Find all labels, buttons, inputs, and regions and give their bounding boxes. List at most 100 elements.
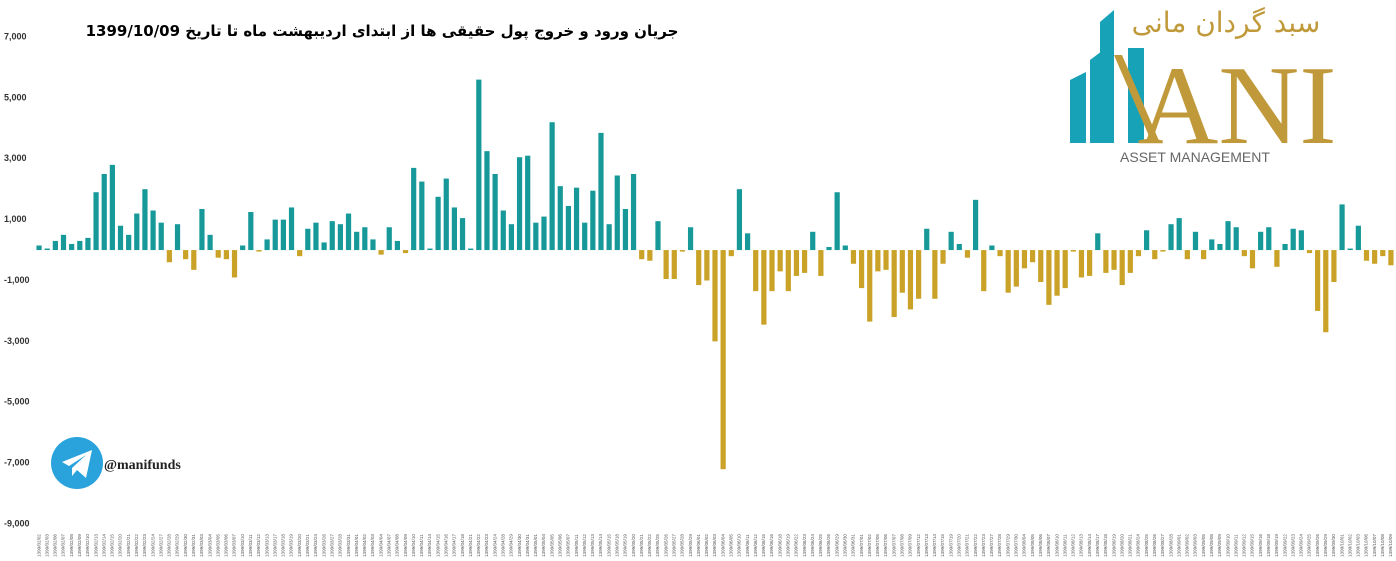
x-tick-label: 1399/05/21 bbox=[639, 534, 644, 557]
x-tick-label: 1399/02/09 bbox=[77, 534, 82, 557]
bar bbox=[60, 234, 67, 251]
bar bbox=[728, 250, 734, 257]
x-tick-label: 1399/06/11 bbox=[745, 534, 750, 557]
logo-stroke bbox=[1114, 55, 1160, 143]
x-tick-label: 1399/07/20 bbox=[957, 534, 962, 557]
x-tick-label: 1399/09/11 bbox=[1233, 534, 1238, 557]
bar bbox=[997, 250, 1003, 257]
bar bbox=[1152, 250, 1158, 260]
bar bbox=[362, 227, 368, 251]
x-tick-label: 1399/07/13 bbox=[924, 534, 929, 557]
x-tick-label: 1399/04/24 bbox=[492, 534, 497, 557]
x-tick-label: 1399/08/07 bbox=[1046, 534, 1051, 557]
bar bbox=[907, 250, 914, 310]
bar bbox=[696, 250, 702, 286]
bar bbox=[598, 132, 604, 251]
bar bbox=[248, 212, 254, 251]
x-tick-label: 1399/07/01 bbox=[859, 534, 864, 557]
x-tick-label: 1399/05/20 bbox=[631, 534, 636, 557]
x-tick-label: 1399/07/07 bbox=[891, 534, 896, 557]
bar bbox=[1241, 250, 1247, 257]
bar bbox=[875, 250, 881, 272]
x-tick-label: 1399/07/30 bbox=[1014, 534, 1019, 557]
x-tick-label: 1399/08/06 bbox=[1038, 534, 1043, 557]
bar bbox=[1298, 230, 1304, 251]
y-tick-label: -5,000 bbox=[4, 397, 30, 407]
bar bbox=[427, 248, 433, 251]
x-tick-label: 1399/05/28 bbox=[680, 534, 685, 557]
bar bbox=[614, 175, 620, 251]
logo-bar bbox=[1070, 72, 1086, 143]
x-tick-label: 1399/06/01 bbox=[696, 534, 701, 557]
bar bbox=[231, 250, 238, 278]
x-tick-label: 1399/06/03 bbox=[712, 534, 717, 557]
x-tick-label: 1399/10/08 bbox=[1380, 534, 1385, 557]
x-tick-label: 1399/10/09 bbox=[1388, 534, 1393, 557]
bar bbox=[305, 228, 311, 251]
x-tick-label: 1399/04/08 bbox=[395, 534, 400, 557]
x-tick-label: 1399/02/28 bbox=[167, 534, 172, 557]
bar bbox=[240, 245, 246, 251]
x-tick-label: 1399/08/11 bbox=[1062, 534, 1067, 557]
x-tick-label: 1399/08/26 bbox=[1152, 534, 1157, 557]
x-tick-label: 1399/02/13 bbox=[93, 534, 98, 557]
x-tick-label: 1399/08/14 bbox=[1087, 534, 1092, 557]
bar bbox=[1168, 224, 1174, 251]
x-tick-label: 1399/03/28 bbox=[338, 534, 343, 557]
bar bbox=[1062, 250, 1068, 289]
x-tick-label: 1399/04/09 bbox=[403, 534, 408, 557]
x-tick-label: 1399/09/16 bbox=[1258, 534, 1263, 557]
x-tick-label: 1399/06/22 bbox=[794, 534, 799, 557]
bar bbox=[109, 164, 115, 251]
bar bbox=[687, 227, 694, 251]
bar bbox=[972, 199, 979, 251]
bar bbox=[1274, 250, 1280, 267]
bar bbox=[1306, 250, 1313, 254]
bar bbox=[142, 189, 148, 251]
bar bbox=[704, 250, 710, 281]
x-tick-label: 1399/06/30 bbox=[843, 534, 848, 557]
bar bbox=[419, 181, 425, 251]
y-tick-label: -9,000 bbox=[4, 518, 30, 528]
bar bbox=[134, 213, 140, 251]
logo-bar bbox=[1100, 10, 1114, 143]
bar bbox=[337, 224, 343, 251]
bar bbox=[834, 192, 840, 251]
bar bbox=[126, 234, 132, 251]
bar bbox=[842, 245, 848, 251]
x-tick-label: 1399/06/26 bbox=[826, 534, 831, 557]
x-tick-label: 1399/02/08 bbox=[69, 534, 74, 557]
bar bbox=[288, 207, 295, 251]
bar bbox=[1347, 248, 1353, 251]
bar bbox=[1111, 250, 1117, 270]
x-tick-label: 1399/05/22 bbox=[647, 534, 652, 557]
x-tick-label: 1399/09/03 bbox=[1193, 534, 1198, 557]
x-tick-label: 1399/10/06 bbox=[1364, 534, 1369, 557]
bar bbox=[769, 250, 775, 292]
x-tick-label: 1399/09/09 bbox=[1217, 534, 1222, 557]
bar bbox=[93, 192, 99, 251]
x-tick-label: 1399/04/11 bbox=[419, 534, 424, 557]
x-tick-label: 1399/10/07 bbox=[1372, 534, 1377, 557]
x-tick-label: 1399/07/12 bbox=[916, 534, 921, 557]
x-tick-label: 1399/02/02 bbox=[36, 534, 41, 557]
bar bbox=[1282, 243, 1288, 251]
x-tick-label: 1399/02/10 bbox=[85, 534, 90, 557]
bar bbox=[557, 186, 563, 251]
bar bbox=[272, 219, 278, 251]
bar bbox=[1249, 250, 1256, 269]
bar bbox=[1135, 250, 1142, 257]
x-tick-label: 1399/04/03 bbox=[370, 534, 375, 557]
x-tick-label: 1399/05/29 bbox=[688, 534, 693, 557]
x-tick-label: 1399/08/05 bbox=[1030, 534, 1035, 557]
bar bbox=[1363, 250, 1370, 261]
y-tick-label: -7,000 bbox=[4, 458, 30, 468]
bar bbox=[761, 250, 767, 325]
bar bbox=[671, 250, 677, 279]
bar bbox=[891, 250, 897, 318]
x-tick-label: 1399/04/29 bbox=[509, 534, 514, 557]
x-tick-label: 1399/04/15 bbox=[435, 534, 440, 557]
bar bbox=[639, 250, 645, 260]
bar bbox=[451, 207, 458, 251]
bar bbox=[1095, 233, 1101, 251]
